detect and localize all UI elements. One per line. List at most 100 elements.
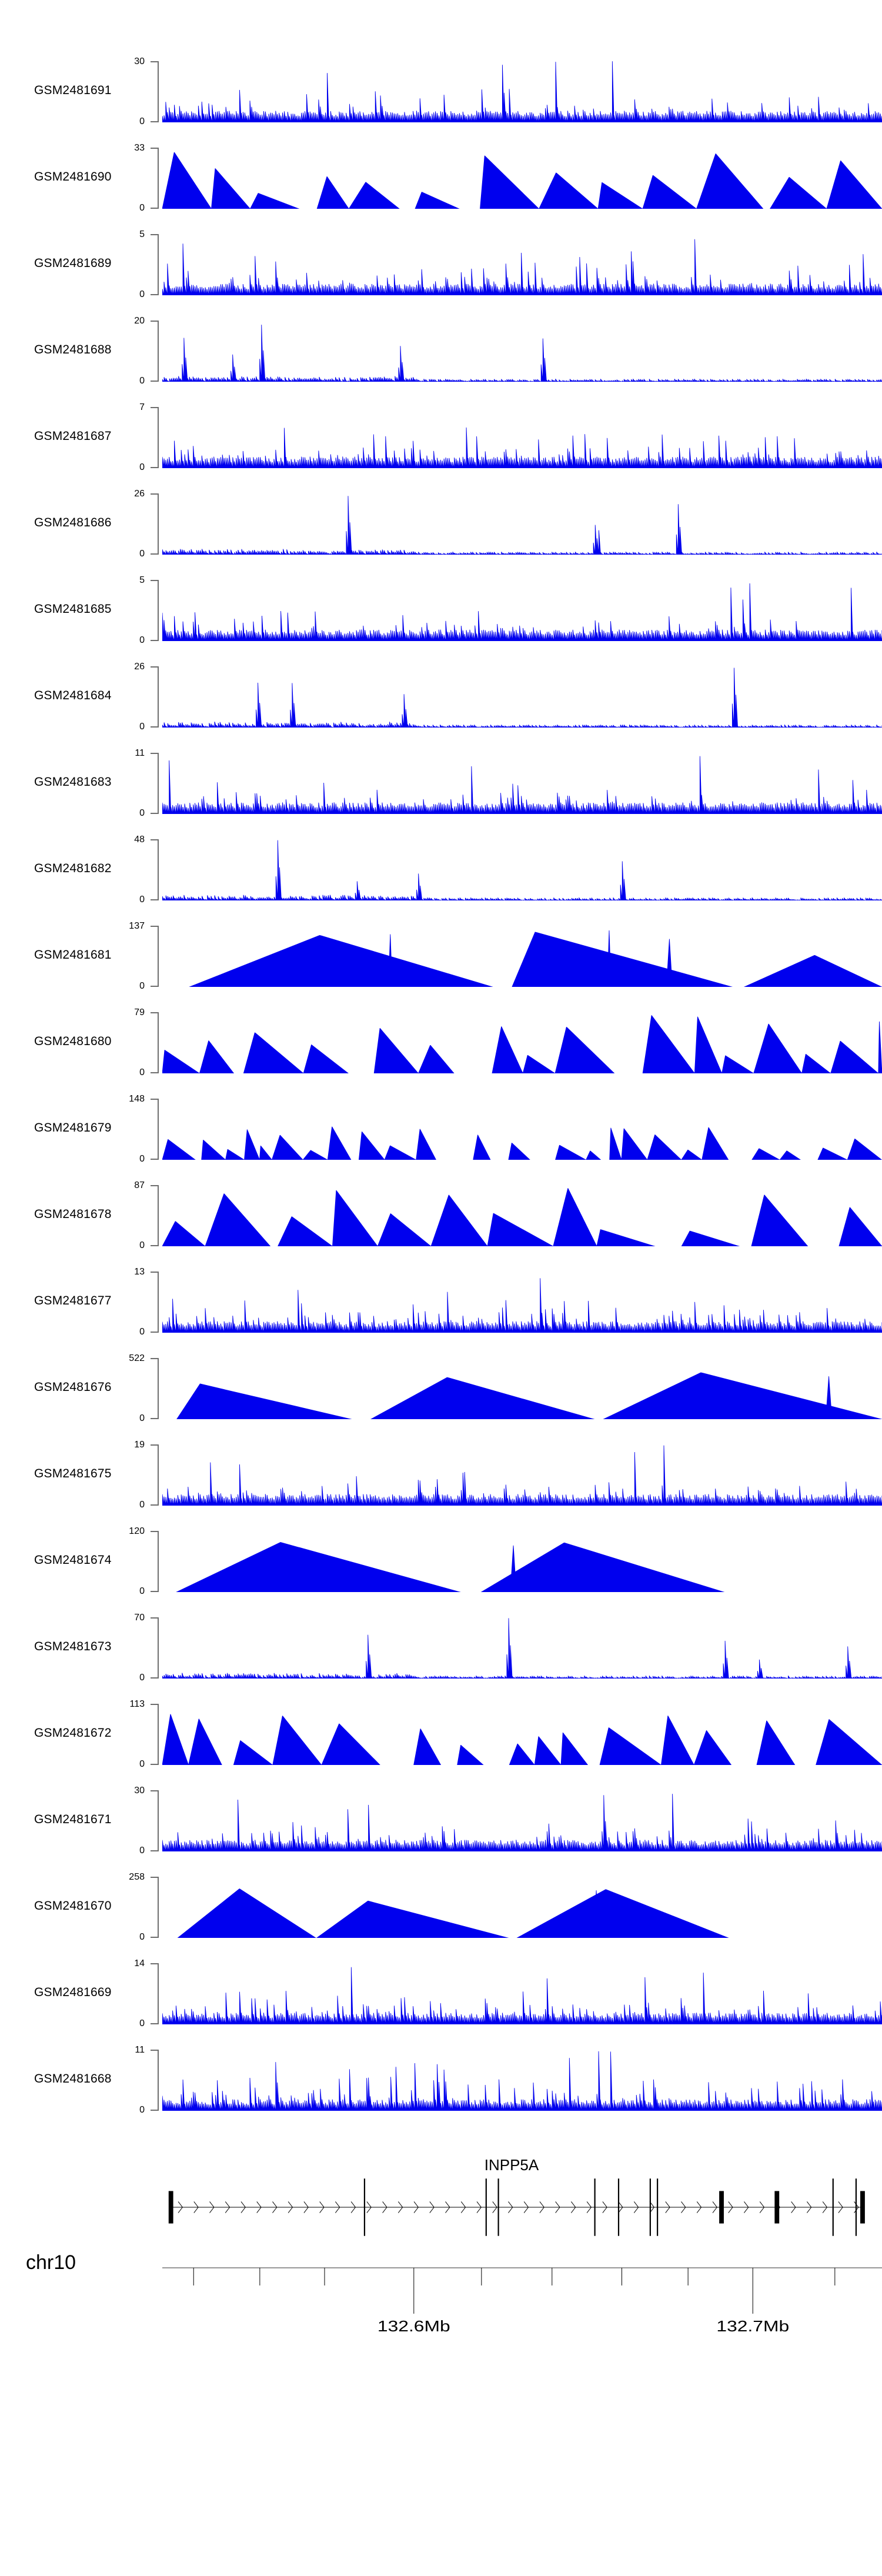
track-signal-plot[interactable]	[162, 61, 882, 122]
track-signal-plot[interactable]	[162, 1877, 882, 1938]
y-axis-max-label: 30	[134, 1786, 145, 1796]
track-signal-plot[interactable]	[162, 1358, 882, 1419]
track-signal-plot[interactable]	[162, 1272, 882, 1333]
track-y-axis: 48 0	[134, 835, 162, 905]
track-signal-plot[interactable]	[162, 926, 882, 987]
gene-name-label: INPP5A	[484, 2156, 539, 2174]
track-signal-plot[interactable]	[162, 1444, 882, 1506]
y-axis-line	[158, 61, 159, 122]
y-axis-min-label: 0	[139, 1067, 145, 1077]
track-signal-plot[interactable]	[162, 666, 882, 728]
coverage-track[interactable]: GSM2481679 148 0	[0, 1095, 882, 1164]
y-axis-tick-min	[151, 640, 159, 641]
coverage-track[interactable]: GSM2481673 70 0	[0, 1613, 882, 1683]
track-signal-plot[interactable]	[162, 493, 882, 555]
track-signal-plot[interactable]	[162, 1099, 882, 1160]
y-axis-tick-max	[151, 1704, 159, 1705]
track-y-axis: 70 0	[134, 1613, 162, 1683]
y-axis-line	[158, 407, 159, 468]
y-axis-max-label: 87	[134, 1180, 145, 1190]
track-signal-plot[interactable]	[162, 753, 882, 814]
track-y-axis: 20 0	[134, 316, 162, 386]
y-axis-max-label: 113	[129, 1699, 145, 1709]
y-axis-min-label: 0	[139, 981, 145, 991]
coverage-track[interactable]: GSM2481670 258 0	[0, 1873, 882, 1942]
y-axis-max-label: 30	[134, 56, 145, 66]
track-signal-plot[interactable]	[162, 580, 882, 641]
track-signal-plot[interactable]	[162, 1185, 882, 1246]
coverage-track[interactable]: GSM2481674 120 0	[0, 1527, 882, 1596]
track-sample-label: GSM2481678	[34, 1207, 112, 1221]
coverage-track[interactable]: GSM2481682 48 0	[0, 835, 882, 905]
coverage-track[interactable]: GSM2481676 522 0	[0, 1354, 882, 1423]
y-axis-tick-max	[151, 493, 159, 495]
track-signal-plot[interactable]	[162, 1963, 882, 2024]
track-signal-plot[interactable]	[162, 234, 882, 295]
coverage-track[interactable]: GSM2481672 113 0	[0, 1700, 882, 1769]
y-axis-min-label: 0	[139, 549, 145, 559]
coverage-track[interactable]: GSM2481687 7 0	[0, 403, 882, 472]
y-axis-min-label: 0	[139, 203, 145, 213]
y-axis-min-label: 0	[139, 116, 145, 126]
coverage-track[interactable]: GSM2481686 26 0	[0, 489, 882, 559]
y-axis-line	[158, 1099, 159, 1160]
y-axis-line	[158, 1358, 159, 1419]
track-sample-label: GSM2481688	[34, 343, 112, 356]
track-sample-label: GSM2481682	[34, 862, 112, 875]
coverage-track[interactable]: GSM2481680 79 0	[0, 1008, 882, 1077]
y-axis-line	[158, 234, 159, 295]
track-sample-label: GSM2481685	[34, 602, 112, 616]
track-signal-plot[interactable]	[162, 1617, 882, 1679]
y-axis-min-label: 0	[139, 1154, 145, 1164]
coverage-track[interactable]: GSM2481671 30 0	[0, 1786, 882, 1856]
track-signal-plot[interactable]	[162, 1012, 882, 1073]
y-axis-tick-min	[151, 467, 159, 468]
y-axis-line	[158, 666, 159, 728]
track-signal-plot[interactable]	[162, 148, 882, 209]
y-axis-tick-max	[151, 1963, 159, 1964]
track-signal-plot[interactable]	[162, 407, 882, 468]
coverage-track[interactable]: GSM2481684 26 0	[0, 662, 882, 732]
y-axis-tick-max	[151, 2050, 159, 2051]
coverage-track[interactable]: GSM2481685 5 0	[0, 576, 882, 645]
track-signal-plot[interactable]	[162, 321, 882, 382]
gene-model-graphic[interactable]	[162, 2176, 882, 2238]
coverage-track[interactable]: GSM2481690 33 0	[0, 144, 882, 213]
track-signal-plot[interactable]	[162, 1790, 882, 1851]
y-axis-tick-min	[151, 1850, 159, 1851]
y-axis-max-label: 522	[129, 1353, 145, 1363]
track-signal-plot[interactable]	[162, 839, 882, 900]
coverage-track[interactable]: GSM2481678 87 0	[0, 1181, 882, 1250]
coverage-track[interactable]: GSM2481668 11 0	[0, 2046, 882, 2115]
gene-annotation-track[interactable]: INPP5A	[0, 2156, 882, 2244]
coverage-track[interactable]: GSM2481689 5 0	[0, 230, 882, 299]
track-signal-plot[interactable]	[162, 1704, 882, 1765]
track-signal-plot[interactable]	[162, 1531, 882, 1592]
y-axis-tick-min	[151, 1937, 159, 1938]
coverage-track[interactable]: GSM2481688 20 0	[0, 316, 882, 386]
track-y-axis: 30 0	[134, 57, 162, 126]
y-axis-min-label: 0	[139, 376, 145, 386]
coverage-track[interactable]: GSM2481683 11 0	[0, 749, 882, 818]
y-axis-min-label: 0	[139, 635, 145, 645]
y-axis-tick-max	[151, 1358, 159, 1359]
coverage-track[interactable]: GSM2481677 13 0	[0, 1267, 882, 1337]
coverage-track[interactable]: GSM2481681 137 0	[0, 922, 882, 991]
y-axis-min-label: 0	[139, 1673, 145, 1683]
y-axis-tick-min	[151, 208, 159, 209]
track-sample-label: GSM2481673	[34, 1640, 112, 1653]
track-sample-label: GSM2481689	[34, 256, 112, 270]
coordinate-ruler[interactable]: 132.6Mb 132.7Mb	[162, 2250, 882, 2368]
y-axis-tick-min	[151, 2023, 159, 2024]
y-axis-max-label: 258	[129, 1872, 145, 1882]
y-axis-tick-max	[151, 1272, 159, 1273]
coordinate-axis-track: chr10 132.6Mb 132.7Mb	[0, 2250, 882, 2374]
track-signal-plot[interactable]	[162, 2050, 882, 2111]
coverage-track[interactable]: GSM2481675 19 0	[0, 1440, 882, 1510]
y-axis-min-label: 0	[139, 1413, 145, 1423]
y-axis-max-label: 11	[135, 748, 145, 758]
coverage-track[interactable]: GSM2481691 30 0	[0, 57, 882, 126]
coverage-track[interactable]: GSM2481669 14 0	[0, 1959, 882, 2028]
